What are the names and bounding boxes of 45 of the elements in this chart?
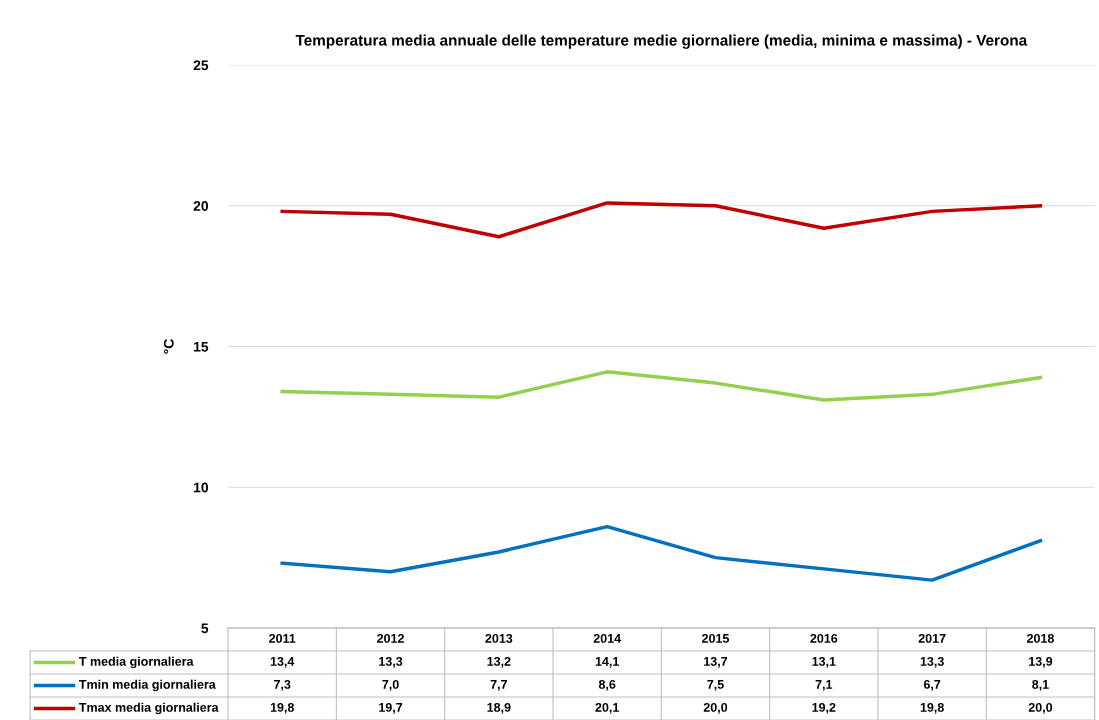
chart-title: Temperatura media annuale delle temperature medie giornaliere (media, minima e massima) - Verona [295,34,1028,49]
data-label: 14,1 [595,657,619,668]
data-label: 13,2 [487,656,511,668]
data-label: 13,1 [812,656,836,668]
legend-label: Tmax media giornaliera [79,702,219,715]
data-label: 20,1 [595,702,619,714]
data-label: 19,7 [379,702,403,714]
line-series [280,370,1043,402]
data-label: 20,0 [703,702,728,714]
data-label: 7,3 [274,679,291,691]
y-tick-label: 20 [193,201,209,211]
data-label: 7,7 [490,680,507,691]
y-tick-label: 5 [201,623,209,634]
data-label: 19,2 [812,702,836,714]
line-series [280,201,1043,239]
data-label: 20,0 [1028,702,1053,714]
data-label: 8,1 [1032,679,1049,691]
data-label: 7,5 [707,680,724,691]
legend-label: Tmin media giornaliera [79,679,216,692]
line-series [280,524,1043,582]
legend-label: T media giornaliera [79,656,194,669]
data-label: 6,7 [923,679,941,691]
data-label: 18,9 [487,702,511,714]
y-tick-label: 25 [193,60,209,71]
x-tick-label: 2013 [485,633,513,643]
y-tick-label: 15 [194,341,209,352]
x-tick-label: 2016 [810,633,838,643]
data-label: 13,4 [270,656,295,668]
data-label: 7,1 [815,680,833,691]
x-tick-label: 2011 [269,633,296,643]
data-label: 13,3 [379,656,403,668]
data-label: 19,8 [920,702,944,714]
data-label: 13,3 [920,656,944,668]
y-tick-label: 10 [194,482,209,493]
x-tick-label: 2014 [593,633,621,643]
y-axis-title: °C [163,339,174,354]
data-label: 13,9 [1029,656,1053,668]
x-tick-label: 2018 [1026,633,1054,643]
x-tick-label: 2017 [918,633,946,643]
x-tick-label: 2012 [377,633,404,643]
data-label: 7,0 [382,679,399,691]
data-label: 13,7 [704,656,728,668]
x-tick-label: 2015 [702,633,730,643]
data-label: 8,6 [598,679,616,691]
data-label: 19,8 [270,702,294,714]
